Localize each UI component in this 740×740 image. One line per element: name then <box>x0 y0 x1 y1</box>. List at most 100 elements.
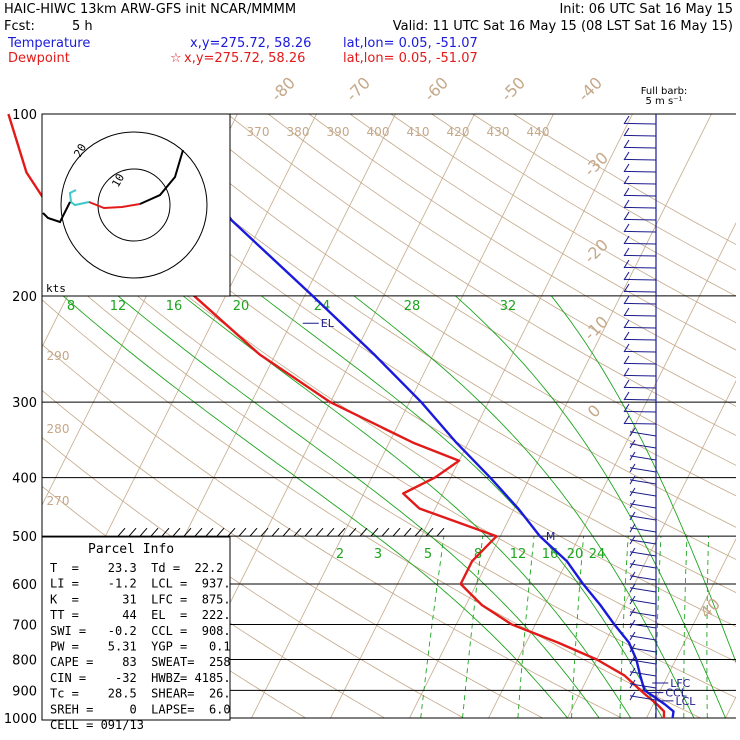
freezing-hatch <box>381 527 390 537</box>
wind-barb <box>623 259 657 269</box>
wind-barb <box>629 427 657 437</box>
model-title: HAIC-HIWC 13km ARW-GFS init NCAR/MMMM <box>4 2 296 17</box>
freezing-hatch <box>260 527 269 537</box>
wind-barb <box>623 211 657 221</box>
hodograph-trace-high <box>139 149 184 205</box>
freezing-hatch <box>293 527 302 537</box>
parcel-info-line: LI = -1.2 LCL = 937. <box>50 577 231 591</box>
wind-barb <box>623 187 657 197</box>
wind-barb <box>629 439 657 449</box>
dry-adiabat <box>472 114 736 271</box>
mixing-ratio-label: 3 <box>374 547 382 562</box>
wind-barb <box>623 127 657 137</box>
wind-barb <box>629 463 657 473</box>
hodograph-ring-label: 20 <box>71 142 89 160</box>
freezing-hatch <box>216 527 225 537</box>
wind-barb <box>623 343 657 353</box>
level-marker-lfc: LFC <box>670 677 690 690</box>
freezing-hatch <box>150 527 159 537</box>
theta-label: 380 <box>287 125 310 139</box>
freezing-hatch <box>326 527 335 537</box>
freezing-hatch <box>117 527 126 537</box>
wind-barb <box>629 607 657 617</box>
mixing-ratio-label: 20 <box>567 547 584 562</box>
isotherm-label: -30 <box>580 148 612 180</box>
mixing-ratio-label: 2 <box>336 547 344 562</box>
hodograph-trace-sfc <box>42 201 71 224</box>
freezing-hatch <box>436 527 445 537</box>
fcst-value: 5 h <box>72 19 93 34</box>
wind-barb <box>629 571 657 581</box>
level-marker-ccl: CCL <box>665 687 687 700</box>
wind-barb <box>629 475 657 485</box>
isotherm-label: -20 <box>580 235 612 267</box>
parcel-info-line: Tc = 28.5 SHEAR= 26. <box>50 687 231 701</box>
mixing-ratio-label: 5 <box>424 547 432 562</box>
moist-adiabat-label: 20 <box>233 299 250 314</box>
dry-adiabat <box>42 172 736 628</box>
pressure-tick-label: 700 <box>12 618 37 633</box>
parcel-info-line: CIN = -32 HWBZ= 4185. <box>50 671 231 685</box>
isotherm-label: 0 <box>584 401 605 422</box>
theta-label: 430 <box>487 125 510 139</box>
wind-barb <box>629 595 657 605</box>
temperature-latlon: lat,lon= 0.05, -51.07 <box>343 36 478 51</box>
moist-adiabat <box>455 295 726 718</box>
isotherm-line <box>646 538 736 718</box>
parcel-info-line: PW = 5.31 YGP = 0.1 <box>50 640 231 654</box>
dry-adiabat <box>42 213 736 663</box>
init-time: Init: 06 UTC Sat 16 May 15 <box>559 2 733 17</box>
parcel-info-title: Parcel Info <box>88 542 174 557</box>
temperature-line <box>157 113 675 719</box>
parcel-info-line: TT = 44 EL = 222. <box>50 608 231 622</box>
wind-barb <box>623 403 657 413</box>
freezing-hatch <box>128 527 137 537</box>
wind-barb <box>623 367 657 377</box>
freezing-hatch <box>205 527 214 537</box>
dry-adiabat <box>227 114 736 436</box>
level-marker-lcl: LCL <box>675 695 696 708</box>
barb-legend-title: Full barb: <box>641 86 688 97</box>
wind-barb <box>623 295 657 305</box>
freezing-hatch <box>304 527 313 537</box>
isotherm-label: -40 <box>574 73 606 105</box>
mixing-ratio-line <box>571 536 585 718</box>
hodograph-ring <box>60 131 208 279</box>
theta-label: 440 <box>527 125 550 139</box>
wind-barb <box>629 679 657 689</box>
pressure-tick-label: 800 <box>12 653 37 668</box>
dry-adiabat <box>268 114 736 407</box>
dry-adiabat <box>63 114 736 560</box>
isotherm-label: -80 <box>267 73 299 105</box>
parcel-info-line: SWI = -0.2 CCL = 908. <box>50 624 231 638</box>
wind-barb <box>629 487 657 497</box>
moist-adiabat-label: 16 <box>166 299 183 314</box>
moist-adiabat <box>353 295 695 718</box>
parcel-info-line: K = 31 LFC = 875. <box>50 592 231 606</box>
wind-barb <box>629 583 657 593</box>
freezing-hatch <box>392 527 401 537</box>
wind-barb <box>623 415 657 425</box>
temperature-xy: x,y=275.72, 58.26 <box>190 36 311 51</box>
isotherm-line <box>330 114 633 718</box>
moist-adiabat <box>261 295 663 718</box>
parcel-info-line: SREH = 0 LAPSE= 6.0 <box>50 702 231 716</box>
level-marker-m: M <box>546 530 556 543</box>
wind-barb <box>623 391 657 401</box>
barb-legend-unit: 5 m s⁻¹ <box>646 96 683 107</box>
wind-barb <box>623 175 657 185</box>
wind-barb <box>629 511 657 521</box>
pressure-tick-label: 500 <box>12 530 37 545</box>
wind-barb <box>629 655 657 665</box>
isotherm-line <box>725 696 736 718</box>
dry-adiabat <box>308 114 736 379</box>
freezing-hatch <box>315 527 324 537</box>
wind-barb <box>629 643 657 653</box>
wind-barbs: Full barb:5 m s⁻¹ <box>623 86 688 718</box>
pressure-tick-label: 300 <box>12 396 37 411</box>
wind-barb <box>623 319 657 329</box>
freezing-hatch <box>161 527 170 537</box>
isotherm-label: -60 <box>420 73 452 105</box>
wind-barb <box>623 331 657 341</box>
wind-barb <box>623 151 657 161</box>
